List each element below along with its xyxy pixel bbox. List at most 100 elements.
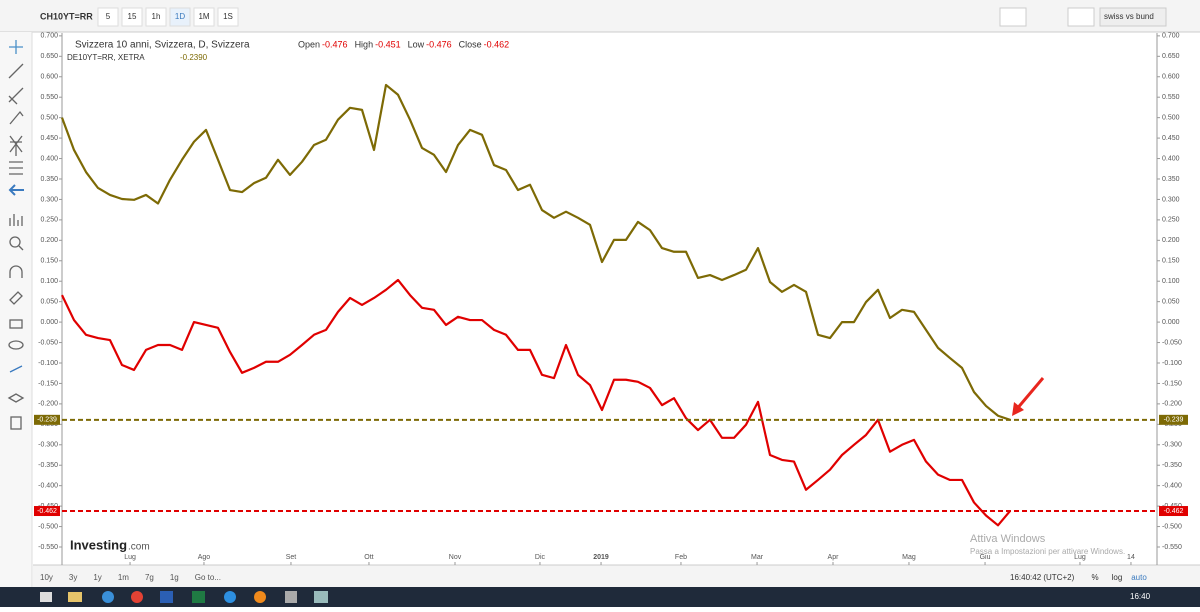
x-tick-label: Nov	[449, 554, 462, 561]
y-tick-label: 0.700	[1162, 33, 1180, 40]
x-tick-label: 2019	[593, 554, 609, 561]
y-tick-label: 0.350	[1162, 176, 1180, 183]
series-line	[60, 83, 1011, 421]
x-tick-label: Mag	[902, 554, 916, 561]
interval-button[interactable]	[193, 7, 215, 27]
range-button[interactable]: Go to...	[195, 573, 221, 582]
y-tick-label: 0.050	[1162, 299, 1180, 306]
taskbar-time: 16:40	[1130, 592, 1151, 601]
clock: 16:40:42 (UTC+2)	[1010, 573, 1075, 582]
interval-label[interactable]: 1S	[223, 12, 233, 21]
taskbar-icons[interactable]	[40, 591, 328, 603]
y-tick-label: 0.450	[40, 135, 58, 142]
interval-label[interactable]: 1h	[152, 12, 161, 21]
y-tick-label: -0.300	[38, 442, 58, 449]
y-tick-label: -0.200	[38, 401, 58, 408]
y-tick-label: 0.000	[40, 319, 58, 326]
x-tick-label: Lug	[1074, 554, 1086, 561]
ohlc-label: Open	[298, 39, 320, 49]
x-tick-label: Giu	[980, 554, 991, 561]
ohlc-label: High	[355, 39, 374, 49]
y-tick-label: 0.550	[1162, 94, 1180, 101]
y-tick-label: -0.550	[38, 544, 58, 551]
price-badge	[1159, 414, 1188, 425]
y-tick-label: -0.050	[1162, 339, 1182, 346]
compare-text: swiss vs bund	[1104, 12, 1154, 21]
price-badge-label: -0.462	[1164, 508, 1184, 515]
range-button[interactable]: 1g	[170, 573, 179, 582]
interval-button[interactable]	[97, 7, 119, 27]
legend-title: Svizzera 10 anni, Svizzera, D, Svizzera	[75, 40, 250, 51]
x-tick-label: Feb	[675, 554, 687, 561]
y-tick-label: 0.450	[1162, 135, 1180, 142]
interval-button[interactable]	[145, 7, 167, 27]
y-tick-label: -0.100	[38, 360, 58, 367]
ohlc-value: -0.462	[484, 39, 510, 49]
x-tick-label: Ago	[198, 554, 211, 561]
y-tick-label: 0.700	[40, 33, 58, 40]
ohlc-label: Low	[408, 39, 425, 49]
interval-label[interactable]: 5	[106, 12, 111, 21]
range-button[interactable]: 10y	[40, 573, 53, 582]
price-badge-label: -0.239	[1164, 417, 1184, 424]
x-tick-label: Mar	[751, 554, 764, 561]
compare-box[interactable]	[1099, 7, 1167, 27]
interval-button[interactable]	[169, 7, 191, 27]
scale-option[interactable]: auto	[1131, 573, 1147, 582]
y-tick-label: -0.150	[38, 380, 58, 387]
scale-option[interactable]: log	[1112, 573, 1123, 582]
y-tick-label: 0.600	[40, 74, 58, 81]
range-button[interactable]: 7g	[145, 573, 154, 582]
y-tick-label: -0.400	[38, 483, 58, 490]
y-tick-label: -0.300	[1162, 442, 1182, 449]
range-button[interactable]: 1m	[118, 573, 129, 582]
x-tick-label: Lug	[124, 554, 136, 561]
range-button[interactable]: 1y	[93, 573, 101, 582]
symbol[interactable]: CH10YT=RR	[40, 11, 93, 21]
ohlc-value: -0.476	[426, 39, 452, 49]
price-badge	[1159, 506, 1188, 517]
sidebar-icons[interactable]	[7, 40, 25, 430]
y-tick-label: 0.400	[40, 155, 58, 162]
scale-option[interactable]: %	[1091, 573, 1098, 582]
logo: Investing	[70, 537, 127, 552]
interval-label[interactable]: 1M	[198, 12, 209, 21]
tool-button[interactable]	[999, 7, 1027, 27]
y-tick-label: -0.400	[1162, 483, 1182, 490]
y-tick-label: 0.000	[1162, 319, 1180, 326]
y-tick-label: -0.550	[1162, 544, 1182, 551]
x-tick-label: 14	[1127, 554, 1135, 561]
y-tick-label: 0.500	[40, 114, 58, 121]
interval-label[interactable]: 1D	[175, 12, 185, 21]
interval-button[interactable]	[217, 7, 239, 27]
y-tick-label: -0.050	[38, 339, 58, 346]
y-tick-label: -0.350	[38, 462, 58, 469]
y-tick-label: -0.350	[1162, 462, 1182, 469]
y-tick-label: 0.650	[40, 53, 58, 60]
y-tick-label: 0.300	[1162, 196, 1180, 203]
y-tick-label: -0.500	[1162, 523, 1182, 530]
x-tick-label: Apr	[828, 554, 840, 561]
ohlc-value: -0.451	[375, 39, 401, 49]
ohlc-label: Close	[459, 39, 482, 49]
price-badge	[34, 414, 60, 425]
logo-suffix: .com	[128, 542, 150, 553]
interval-label[interactable]: 15	[128, 12, 137, 21]
sidebar	[0, 32, 32, 587]
series-line	[61, 278, 1011, 527]
range-button[interactable]: 3y	[69, 573, 77, 582]
tool-button[interactable]	[1067, 7, 1095, 27]
y-tick-label: -0.150	[1162, 380, 1182, 387]
legend-second-value: -0.2390	[180, 53, 208, 62]
y-tick-label: 0.200	[40, 237, 58, 244]
interval-button[interactable]	[121, 7, 143, 27]
watermark-text: Passa a Impostazioni per attivare Window…	[970, 547, 1125, 556]
y-tick-label: 0.300	[40, 196, 58, 203]
price-badge	[34, 506, 60, 517]
annotation-arrow	[1014, 377, 1045, 411]
y-tick-label: 0.400	[1162, 155, 1180, 162]
y-tick-label: -0.200	[1162, 401, 1182, 408]
y-tick-label: 0.150	[1162, 258, 1180, 265]
x-tick-label: Ott	[364, 554, 373, 561]
y-tick-label: 0.650	[1162, 53, 1180, 60]
